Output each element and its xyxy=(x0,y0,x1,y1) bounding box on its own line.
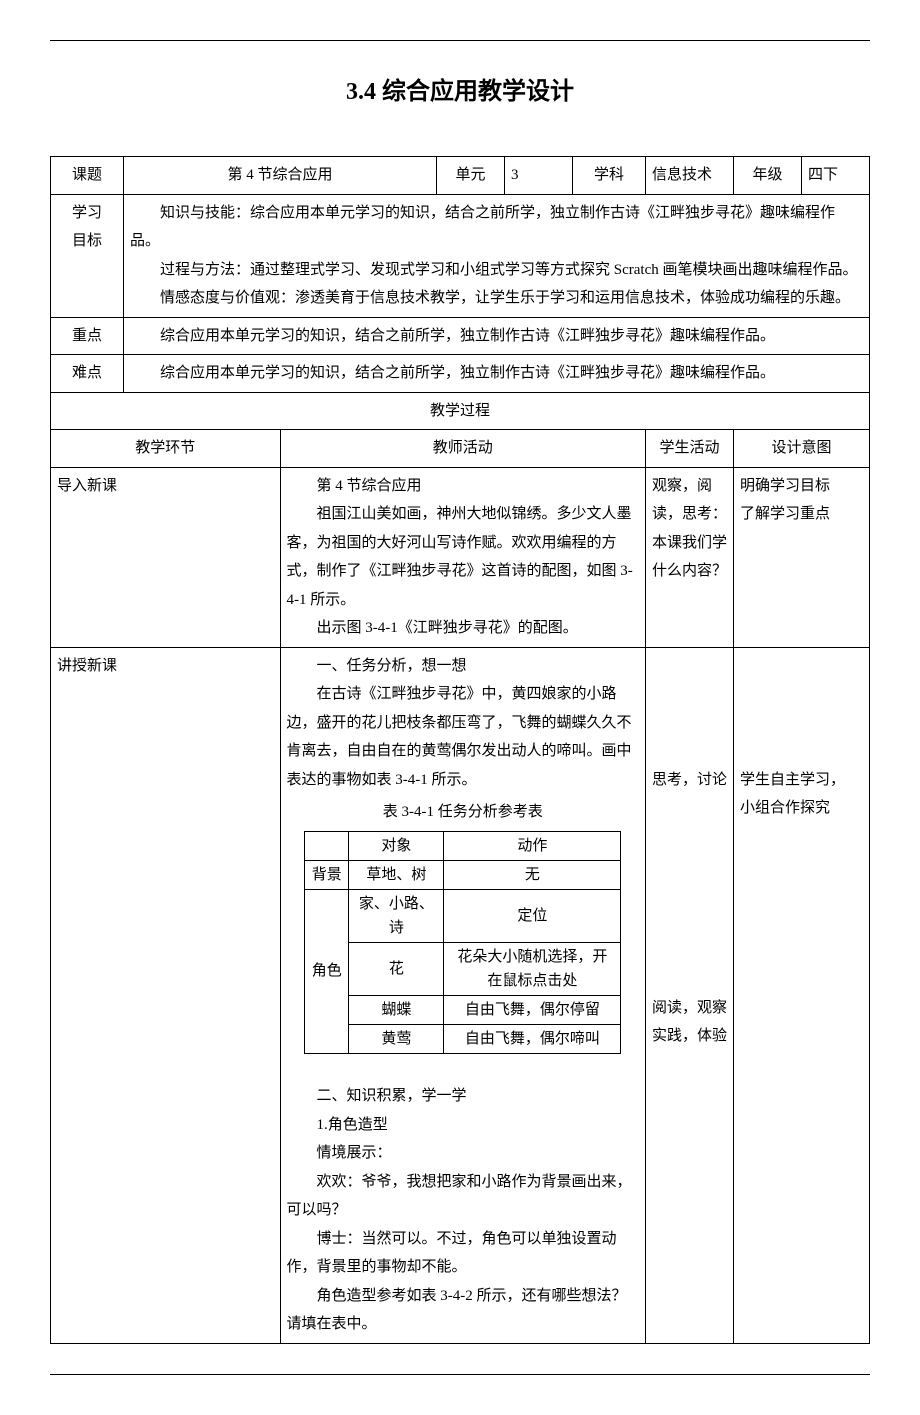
lecture-sec1-title: 一、任务分析，想一想 xyxy=(287,652,640,681)
col-student: 学生活动 xyxy=(646,430,734,468)
difficulty-label: 难点 xyxy=(51,355,124,393)
process-header-row: 教学过程 xyxy=(51,392,870,430)
keypoint-label: 重点 xyxy=(51,317,124,355)
objectives-p3: 情感态度与价值观：渗透美育于信息技术教学，让学生乐于学习和运用信息技术，体验成功… xyxy=(130,284,863,313)
intro-env: 导入新课 xyxy=(51,467,281,647)
intro-teacher-body: 祖国江山美如画，神州大地似锦绣。多少文人墨客，为祖国的大好河山写诗作赋。欢欢用编… xyxy=(287,500,640,614)
subject-value: 信息技术 xyxy=(646,157,734,195)
inner-row-role3: 蝴蝶 自由飞舞，偶尔停留 xyxy=(305,995,621,1024)
lecture-student: 思考，讨论 阅读，观察 实践，体验 xyxy=(646,647,734,1343)
inner-role1-obj: 家、小路、诗 xyxy=(349,889,444,942)
page-title: 3.4 综合应用教学设计 xyxy=(50,71,870,106)
top-rule xyxy=(50,40,870,41)
inner-role2-obj: 花 xyxy=(349,942,444,995)
grade-value: 四下 xyxy=(802,157,870,195)
intro-teacher-fig: 出示图 3-4-1《江畔独步寻花》的配图。 xyxy=(287,614,640,643)
unit-value: 3 xyxy=(505,157,573,195)
lecture-sec2-title: 二、知识积累，学一学 xyxy=(287,1082,640,1111)
col-intent: 设计意图 xyxy=(734,430,870,468)
keypoint-row: 重点 综合应用本单元学习的知识，结合之前所学，独立制作古诗《江畔独步寻花》趣味编… xyxy=(51,317,870,355)
inner-role3-obj: 蝴蝶 xyxy=(349,995,444,1024)
inner-role2-act: 花朵大小随机选择，开在鼠标点击处 xyxy=(444,942,621,995)
difficulty-text: 综合应用本单元学习的知识，结合之前所学，独立制作古诗《江畔独步寻花》趣味编程作品… xyxy=(130,359,863,388)
difficulty-row: 难点 综合应用本单元学习的知识，结合之前所学，独立制作古诗《江畔独步寻花》趣味编… xyxy=(51,355,870,393)
keypoint-text: 综合应用本单元学习的知识，结合之前所学，独立制作古诗《江畔独步寻花》趣味编程作品… xyxy=(130,322,863,351)
intro-intent: 明确学习目标 了解学习重点 xyxy=(734,467,870,647)
col-teacher: 教师活动 xyxy=(280,430,646,468)
inner-bg-act: 无 xyxy=(444,860,621,889)
inner-h-act: 动作 xyxy=(444,831,621,860)
grade-label: 年级 xyxy=(734,157,802,195)
inner-role4-obj: 黄莺 xyxy=(349,1024,444,1053)
lecture-sec2-line3: 角色造型参考如表 3-4-2 所示，还有哪些想法？请填在表中。 xyxy=(287,1282,640,1339)
lecture-intent-l2: 小组合作探究 xyxy=(740,794,863,823)
unit-label: 单元 xyxy=(437,157,505,195)
objectives-p2: 过程与方法：通过整理式学习、发现式学习和小组式学习等方式探究 Scratch 画… xyxy=(130,256,863,285)
lecture-intent-l1: 学生自主学习， xyxy=(740,766,863,795)
lecture-sec2-line1: 欢欢：爷爷，我想把家和小路作为背景画出来，可以吗？ xyxy=(287,1168,640,1225)
lesson-plan-table: 课题 第 4 节综合应用 单元 3 学科 信息技术 年级 四下 学习目标 知识与… xyxy=(50,156,870,1344)
column-header-row: 教学环节 教师活动 学生活动 设计意图 xyxy=(51,430,870,468)
lecture-student-b2l2: 实践，体验 xyxy=(652,1022,727,1051)
task-analysis-table: 对象 动作 背景 草地、树 无 角色 家、小路、诗 定位 花 xyxy=(304,831,621,1054)
lecture-teacher: 一、任务分析，想一想 在古诗《江畔独步寻花》中，黄四娘家的小路边，盛开的花儿把枝… xyxy=(280,647,646,1343)
process-header: 教学过程 xyxy=(51,392,870,430)
intro-student-p2: 本课我们学什么内容？ xyxy=(652,529,727,586)
inner-header-row: 对象 动作 xyxy=(305,831,621,860)
objectives-row: 学习目标 知识与技能：综合应用本单元学习的知识，结合之前所学，独立制作古诗《江畔… xyxy=(51,194,870,317)
objectives-content: 知识与技能：综合应用本单元学习的知识，结合之前所学，独立制作古诗《江畔独步寻花》… xyxy=(124,194,870,317)
subject-label: 学科 xyxy=(573,157,646,195)
lecture-sec2-line2: 博士：当然可以。不过，角色可以单独设置动作，背景里的事物却不能。 xyxy=(287,1225,640,1282)
lecture-row: 讲授新课 一、任务分析，想一想 在古诗《江畔独步寻花》中，黄四娘家的小路边，盛开… xyxy=(51,647,870,1343)
inner-row-role1: 角色 家、小路、诗 定位 xyxy=(305,889,621,942)
keypoint-content: 综合应用本单元学习的知识，结合之前所学，独立制作古诗《江畔独步寻花》趣味编程作品… xyxy=(124,317,870,355)
difficulty-content: 综合应用本单元学习的知识，结合之前所学，独立制作古诗《江畔独步寻花》趣味编程作品… xyxy=(124,355,870,393)
inner-h-blank xyxy=(305,831,349,860)
lecture-student-b1: 思考，讨论 xyxy=(652,766,727,795)
lecture-table-caption: 表 3-4-1 任务分析参考表 xyxy=(287,798,640,827)
bottom-rule xyxy=(50,1374,870,1375)
inner-bg-cat: 背景 xyxy=(305,860,349,889)
lecture-sec2-context: 情境展示： xyxy=(287,1139,640,1168)
lecture-env: 讲授新课 xyxy=(51,647,281,1343)
intro-row: 导入新课 第 4 节综合应用 祖国江山美如画，神州大地似锦绣。多少文人墨客，为祖… xyxy=(51,467,870,647)
inner-row-role2: 花 花朵大小随机选择，开在鼠标点击处 xyxy=(305,942,621,995)
intro-intent-p1: 明确学习目标 xyxy=(740,472,863,501)
intro-teacher: 第 4 节综合应用 祖国江山美如画，神州大地似锦绣。多少文人墨客，为祖国的大好河… xyxy=(280,467,646,647)
col-env: 教学环节 xyxy=(51,430,281,468)
inner-role3-act: 自由飞舞，偶尔停留 xyxy=(444,995,621,1024)
lecture-sec1-body: 在古诗《江畔独步寻花》中，黄四娘家的小路边，盛开的花儿把枝条都压弯了，飞舞的蝴蝶… xyxy=(287,680,640,794)
topic-value: 第 4 节综合应用 xyxy=(124,157,437,195)
header-row: 课题 第 4 节综合应用 单元 3 学科 信息技术 年级 四下 xyxy=(51,157,870,195)
inner-role1-act: 定位 xyxy=(444,889,621,942)
page: 3.4 综合应用教学设计 课题 第 4 节综合应用 单元 3 学科 信息技术 年… xyxy=(50,40,870,1375)
intro-student-p1: 观察，阅读，思考： xyxy=(652,472,727,529)
inner-row-bg: 背景 草地、树 无 xyxy=(305,860,621,889)
intro-student: 观察，阅读，思考： 本课我们学什么内容？ xyxy=(646,467,734,647)
objectives-label: 学习目标 xyxy=(51,194,124,317)
objectives-p1: 知识与技能：综合应用本单元学习的知识，结合之前所学，独立制作古诗《江畔独步寻花》… xyxy=(130,199,863,256)
inner-row-role4: 黄莺 自由飞舞，偶尔啼叫 xyxy=(305,1024,621,1053)
inner-h-obj: 对象 xyxy=(349,831,444,860)
topic-label: 课题 xyxy=(51,157,124,195)
lecture-intent: 学生自主学习， 小组合作探究 xyxy=(734,647,870,1343)
inner-role4-act: 自由飞舞，偶尔啼叫 xyxy=(444,1024,621,1053)
intro-intent-p2: 了解学习重点 xyxy=(740,500,863,529)
intro-teacher-title: 第 4 节综合应用 xyxy=(287,472,640,501)
inner-bg-obj: 草地、树 xyxy=(349,860,444,889)
lecture-sec2-sub: 1.角色造型 xyxy=(287,1111,640,1140)
lecture-student-b2l1: 阅读，观察 xyxy=(652,994,727,1023)
inner-role-cat: 角色 xyxy=(305,889,349,1053)
